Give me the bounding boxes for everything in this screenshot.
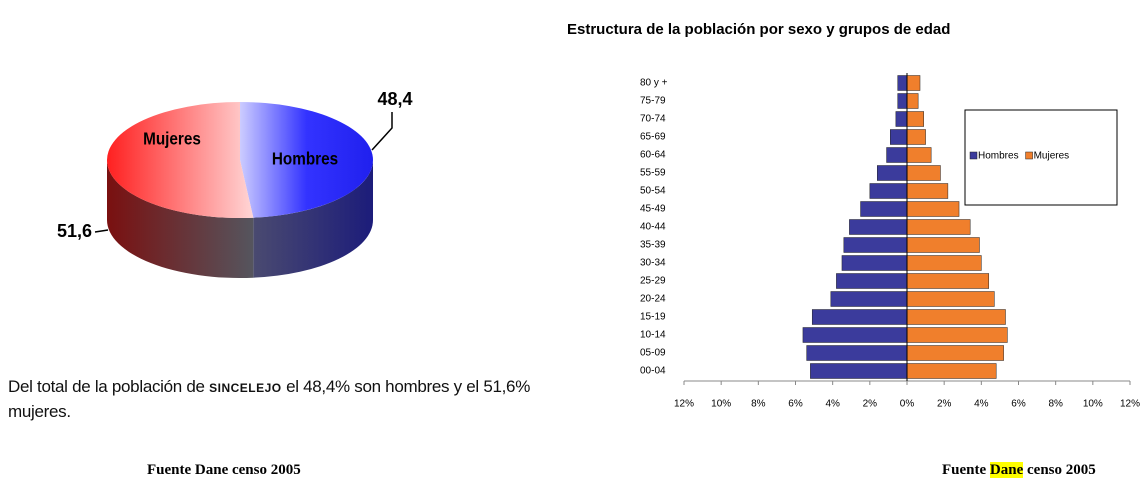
value-label: 48,4 <box>377 89 412 109</box>
bar <box>897 93 908 109</box>
bar <box>802 327 908 343</box>
x-tick-label: 2% <box>863 399 878 410</box>
y-tick-label: 75-79 <box>640 96 666 107</box>
bar <box>906 129 926 145</box>
text: el 48,4% son hombres y el 51,6% mujeres. <box>8 377 531 421</box>
source: Fuente Dane censo 2005 <box>942 462 1096 479</box>
paragraph: Del total de la población de SINCELEJO e… <box>8 375 548 424</box>
bar <box>877 165 908 181</box>
y-tick-label: 15-19 <box>640 312 666 323</box>
slice-label: Mujeres <box>143 129 201 149</box>
x-tick-label: 0% <box>900 399 915 410</box>
bar <box>906 147 932 163</box>
legend-label: Hombres <box>978 151 1019 162</box>
bar <box>906 219 971 235</box>
y-tick-label: 05-09 <box>640 348 666 359</box>
bar <box>860 201 908 217</box>
bar <box>836 273 908 289</box>
bar <box>906 237 980 253</box>
y-tick-label: 10-14 <box>640 330 666 341</box>
bar <box>895 111 908 127</box>
x-tick-label: 8% <box>1048 399 1063 410</box>
pie-side <box>107 160 254 278</box>
x-tick-label: 6% <box>1011 399 1026 410</box>
leader-line <box>94 229 109 233</box>
y-tick-label: 20-24 <box>640 294 666 305</box>
highlight: Dane <box>989 462 1024 478</box>
bar <box>890 129 908 145</box>
text: Del total de la población de <box>8 377 210 396</box>
bar <box>906 255 982 271</box>
source: Fuente Dane censo 2005 <box>147 462 301 478</box>
bar <box>906 201 960 217</box>
city: SINCELEJO <box>209 381 282 395</box>
bar <box>906 363 997 379</box>
x-tick-label: 10% <box>1083 399 1103 410</box>
bar <box>886 147 908 163</box>
bar <box>906 291 995 307</box>
text: censo 2005 <box>1023 462 1096 478</box>
bar <box>906 309 1006 325</box>
bar <box>811 309 908 325</box>
bar <box>906 165 941 181</box>
legend-box <box>964 109 1118 206</box>
y-tick-label: 45-49 <box>640 204 666 215</box>
pie-slice <box>106 102 254 218</box>
legend-swatch <box>969 151 978 160</box>
x-tick-label: 12% <box>674 399 694 410</box>
chart-title: Estructura de la población por sexo y gr… <box>567 21 950 38</box>
bar <box>906 75 921 91</box>
bar <box>869 183 908 199</box>
legend-label: Mujeres <box>1034 151 1070 162</box>
y-tick-label: 80 y + <box>640 78 668 89</box>
x-tick-label: 4% <box>825 399 840 410</box>
bar <box>906 345 1004 361</box>
y-tick-label: 40-44 <box>640 222 666 233</box>
x-tick-label: 2% <box>937 399 952 410</box>
x-tick-label: 10% <box>711 399 731 410</box>
x-tick-label: 8% <box>751 399 766 410</box>
pie-side <box>253 160 373 278</box>
y-tick-label: 00-04 <box>640 366 666 377</box>
bar <box>849 219 908 235</box>
bar <box>841 255 908 271</box>
y-tick-label: 55-59 <box>640 168 666 179</box>
slice-label: Hombres <box>272 149 338 169</box>
legend-swatch <box>1025 151 1033 160</box>
bar <box>810 363 908 379</box>
bar <box>843 237 908 253</box>
bar <box>906 273 990 289</box>
value-label: 51,6 <box>57 221 92 241</box>
bar <box>906 183 949 199</box>
y-tick-label: 70-74 <box>640 114 666 125</box>
bar <box>906 93 919 109</box>
text: Fuente <box>942 462 990 478</box>
bar <box>830 291 908 307</box>
y-tick-label: 50-54 <box>640 186 666 197</box>
y-tick-label: 60-64 <box>640 150 666 161</box>
y-tick-label: 35-39 <box>640 240 666 251</box>
bar <box>897 75 908 91</box>
y-tick-label: 30-34 <box>640 258 666 269</box>
x-tick-label: 12% <box>1120 399 1140 410</box>
bar <box>906 111 924 127</box>
bar <box>806 345 908 361</box>
x-tick-label: 4% <box>974 399 989 410</box>
bar <box>906 327 1008 343</box>
x-tick-label: 6% <box>788 399 803 410</box>
y-tick-label: 65-69 <box>640 132 666 143</box>
pie-slice <box>240 102 373 218</box>
leader-line <box>371 112 393 151</box>
y-tick-label: 25-29 <box>640 276 666 287</box>
